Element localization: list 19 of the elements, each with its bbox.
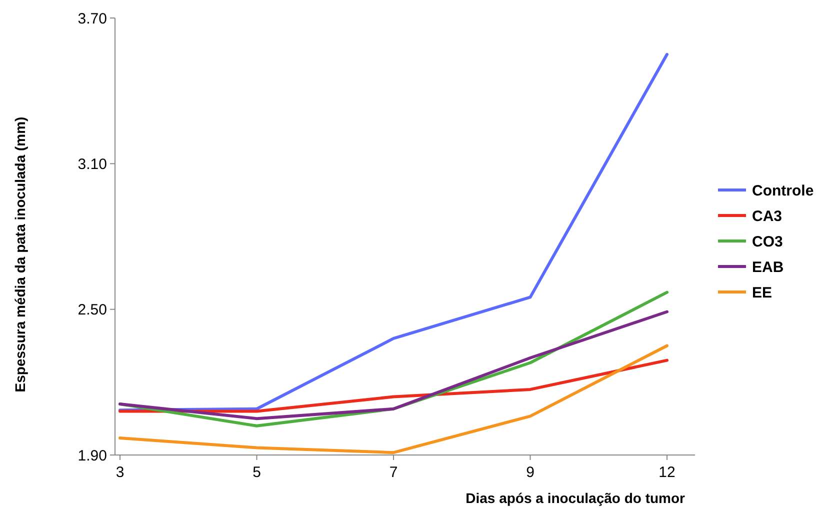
x-tick-label: 9 bbox=[526, 464, 534, 481]
x-tick-label: 12 bbox=[658, 464, 676, 481]
y-tick-label: 2.50 bbox=[78, 302, 107, 319]
x-axis-title: Dias após a inoculação do tumor bbox=[466, 490, 686, 506]
x-tick-label: 5 bbox=[252, 464, 261, 481]
legend-label: EE bbox=[752, 284, 772, 302]
line-series bbox=[118, 344, 668, 454]
y-tick-label: 1.90 bbox=[78, 447, 107, 464]
legend-label: Controle bbox=[752, 182, 814, 200]
legend-label: CA3 bbox=[752, 208, 782, 225]
y-tick-label: 3.70 bbox=[78, 10, 107, 28]
legend-label: CO3 bbox=[752, 233, 783, 250]
line-series bbox=[118, 310, 668, 420]
x-tick-label: 7 bbox=[389, 464, 398, 481]
line-series bbox=[118, 52, 668, 412]
y-tick-label: 3.10 bbox=[78, 156, 107, 173]
legend-label: EAB bbox=[752, 258, 784, 276]
x-tick-label: 3 bbox=[116, 464, 124, 481]
y-axis-title: Espessura média da pata inoculada (mm) bbox=[12, 116, 28, 392]
